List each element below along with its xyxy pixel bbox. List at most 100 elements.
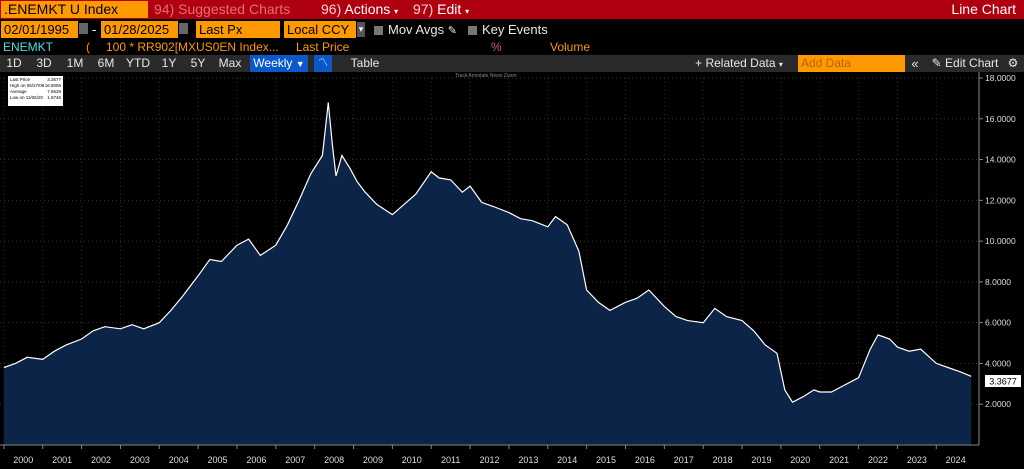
- x-tick-label: 2014: [557, 455, 577, 465]
- legend-label: Last Price: [10, 77, 31, 82]
- edit-chart-button[interactable]: ✎ Edit Chart: [928, 55, 1002, 72]
- frequency-chevron-icon: ▼: [295, 59, 305, 69]
- add-data-input[interactable]: Add Data: [798, 55, 905, 72]
- period-max[interactable]: Max: [218, 56, 242, 70]
- frequency-label: Weekly: [253, 56, 293, 70]
- y-tick-label: 18.0000: [985, 73, 1016, 83]
- x-tick-label: 2003: [130, 455, 150, 465]
- legend-value: 16.8056: [44, 83, 61, 88]
- x-tick-label: 2018: [713, 455, 733, 465]
- series-field[interactable]: Last Price: [296, 40, 350, 54]
- x-axis: 2000 2001 2002 2003 2004 2005 2006 2007 2008 2009…: [3, 445, 966, 465]
- edit-menu[interactable]: 97) Edit ▾: [413, 0, 469, 19]
- line-chart-icon[interactable]: 〽: [314, 55, 332, 72]
- price-area: [3, 102, 972, 445]
- series-volume[interactable]: Volume: [550, 40, 591, 54]
- pencil-icon[interactable]: ✎: [447, 25, 457, 37]
- currency-select[interactable]: Local CCY: [284, 21, 356, 38]
- x-tick-label: 2011: [441, 455, 460, 465]
- x-tick-label: 2008: [324, 455, 344, 465]
- x-tick-label: 2009: [363, 455, 383, 465]
- period-6m[interactable]: 6M: [97, 56, 115, 70]
- table-tab[interactable]: Table: [350, 56, 380, 70]
- settings-gear-icon[interactable]: ⚙: [1007, 56, 1019, 70]
- key-events-toggle[interactable]: Key Events: [468, 21, 548, 38]
- edit-chart-label: Edit Chart: [945, 56, 999, 70]
- period-5y[interactable]: 5Y: [190, 56, 206, 70]
- legend-label: High on 06/27/08: [10, 83, 45, 88]
- y-tick-label: 2.0000: [985, 399, 1011, 409]
- legend-row-low: Low on 11/06/20 1.8746: [10, 95, 61, 101]
- related-data-menu[interactable]: + Related Data ▾: [690, 55, 788, 72]
- x-tick-label: 2007: [285, 455, 305, 465]
- collapse-icon[interactable]: «: [911, 56, 919, 71]
- period-1d[interactable]: 1D: [6, 56, 22, 70]
- title-bar: .ENEMKT U Index 94) Suggested Charts 96)…: [0, 0, 1024, 19]
- currency-dropdown-icon[interactable]: ▾: [357, 22, 365, 37]
- last-value-label: 3.3677: [989, 377, 1017, 387]
- mov-avgs-label: Mov Avgs: [388, 22, 445, 37]
- legend-value: 3.3677: [47, 77, 61, 82]
- legend-row-average: Average 7.6629: [10, 89, 61, 95]
- price-chart[interactable]: 2.0000 4.0000 6.0000 8.0000 10.0000 12.0000 14…: [0, 72, 1024, 469]
- suggested-charts-number: 94): [154, 1, 175, 17]
- start-date-field[interactable]: 02/01/1995: [1, 21, 78, 38]
- key-events-checkbox[interactable]: [468, 26, 477, 36]
- x-tick-label: 2019: [751, 455, 771, 465]
- y-axis: 2.0000 4.0000 6.0000 8.0000 10.0000 12.0000 14…: [979, 73, 1016, 409]
- ticker-field[interactable]: .ENEMKT U Index: [1, 1, 148, 18]
- series-expression[interactable]: 100 * RR902[MXUS0EN Index...: [106, 40, 279, 54]
- key-events-label: Key Events: [482, 22, 548, 37]
- actions-menu[interactable]: 96) Actions ▾: [321, 0, 398, 19]
- related-data-label: + Related Data: [695, 56, 776, 70]
- edit-number: 97): [413, 1, 434, 17]
- start-calendar-icon[interactable]: [79, 23, 88, 34]
- suggested-charts-menu[interactable]: 94) Suggested Charts: [154, 0, 290, 19]
- x-tick-label: 2006: [246, 455, 266, 465]
- series-paren: (: [86, 40, 90, 54]
- legend-row-last: Last Price 3.3677: [10, 77, 61, 83]
- y-tick-label: 4.0000: [985, 358, 1011, 368]
- y-tick-label: 14.0000: [985, 155, 1016, 165]
- x-tick-label: 2001: [52, 455, 72, 465]
- series-ticker[interactable]: ENEMKT: [3, 40, 54, 54]
- x-tick-label: 2002: [91, 455, 111, 465]
- period-toolbar: 1D 3D 1M 6M YTD 1Y 5Y Max Weekly ▼ 〽 Tab…: [0, 55, 1024, 72]
- frequency-select[interactable]: Weekly ▼: [250, 55, 308, 72]
- end-calendar-icon[interactable]: [179, 23, 188, 34]
- chart-mini-tools[interactable]: Track Annotate News Zoom: [455, 73, 517, 79]
- chart-legend: Last Price 3.3677 High on 06/27/08 16.8056…: [8, 76, 63, 106]
- y-tick-label: 16.0000: [985, 114, 1016, 124]
- period-1m[interactable]: 1M: [66, 56, 84, 70]
- related-chevron-icon: ▾: [778, 60, 783, 69]
- x-tick-label: 2016: [635, 455, 655, 465]
- actions-label: Actions: [344, 1, 391, 17]
- x-tick-label: 2000: [13, 455, 33, 465]
- x-tick-label: 2020: [790, 455, 810, 465]
- actions-chevron-icon: ▾: [394, 7, 399, 16]
- period-ytd[interactable]: YTD: [126, 56, 150, 70]
- controls-bar: 02/01/1995 - 01/28/2025 Last Px Local CC…: [0, 20, 1024, 39]
- field-select[interactable]: Last Px: [196, 21, 280, 38]
- y-tick-label: 12.0000: [985, 195, 1016, 205]
- period-1y[interactable]: 1Y: [161, 56, 177, 70]
- mov-avgs-toggle[interactable]: Mov Avgs ✎: [374, 21, 457, 40]
- price-line: [3, 102, 972, 403]
- x-tick-label: 2023: [907, 455, 927, 465]
- mov-avgs-checkbox[interactable]: [374, 26, 383, 36]
- legend-label: Average: [10, 89, 27, 94]
- actions-number: 96): [321, 1, 342, 17]
- chart-type-label: Line Chart: [951, 1, 1016, 17]
- legend-value: 1.8746: [47, 95, 61, 100]
- x-tick-label: 2004: [169, 455, 189, 465]
- y-tick-label: 10.0000: [985, 236, 1016, 246]
- series-pct: %: [491, 40, 502, 54]
- series-row: ENEMKT ( 100 * RR902[MXUS0EN Index... La…: [0, 40, 1024, 55]
- x-tick-label: 2021: [829, 455, 849, 465]
- x-tick-label: 2012: [479, 455, 499, 465]
- end-date-field[interactable]: 01/28/2025: [101, 21, 178, 38]
- period-3d[interactable]: 3D: [36, 56, 52, 70]
- x-tick-label: 2005: [208, 455, 228, 465]
- y-tick-label: 8.0000: [985, 277, 1011, 287]
- x-tick-label: 2024: [946, 455, 966, 465]
